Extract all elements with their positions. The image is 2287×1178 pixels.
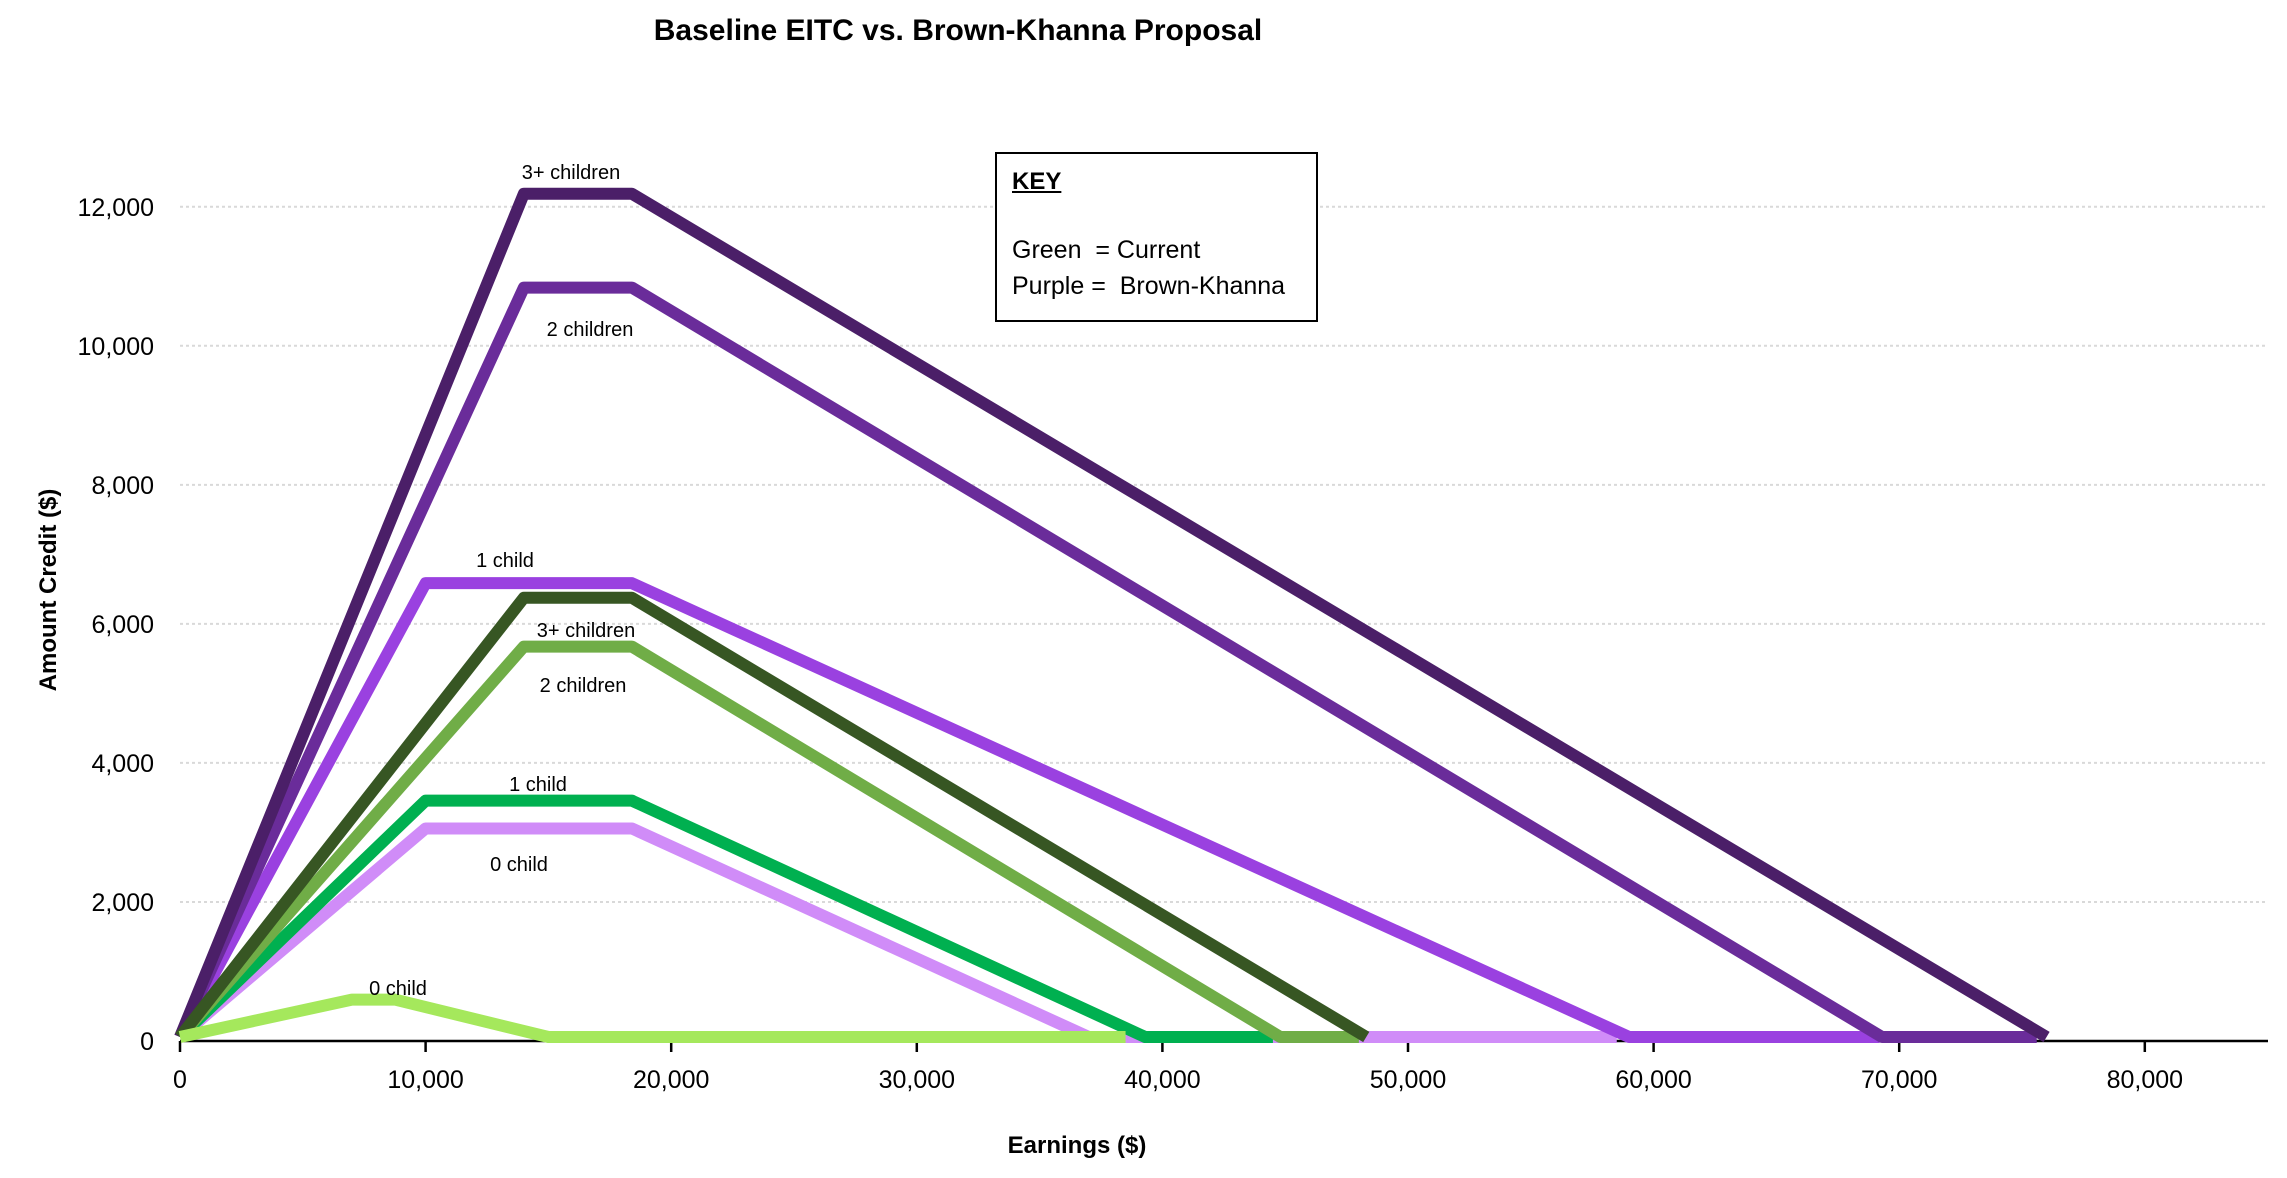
key-green-current: Green = Current: [1012, 236, 1201, 264]
chart-title: Baseline EITC vs. Brown-Khanna Proposal: [654, 14, 1262, 47]
series-labels: 3+ children 2 children 1 child 3+ children 2…: [369, 162, 635, 1000]
series-line-current-1-child: [175, 794, 1273, 1043]
series-label: 0 child: [490, 854, 548, 876]
key-legend-box: KEY Green = Current Purple = Brown-Khann…: [995, 152, 1318, 322]
y-tick-label: 0: [140, 1028, 154, 1056]
series-line-current-3-children: [175, 591, 1370, 1043]
series-label: 3+ children: [522, 162, 620, 184]
series-label: 2 children: [547, 319, 634, 341]
y-tick-label: 2,000: [91, 889, 154, 917]
y-tick-label: 6,000: [91, 611, 154, 639]
x-tick-label: 30,000: [879, 1066, 955, 1094]
series-label: 1 child: [476, 550, 534, 572]
x-tick-label: 0: [173, 1066, 187, 1094]
x-tick-label: 10,000: [387, 1066, 463, 1094]
key-purple-brown-khanna: Purple = Brown-Khanna: [1012, 272, 1286, 300]
series-label: 3+ children: [537, 620, 635, 642]
y-tick-label: 10,000: [78, 333, 154, 361]
y-axis-tick-labels: 0 2,000 4,000 6,000 8,000 10,000 12,000: [78, 194, 154, 1056]
series-line-current-0-child: [178, 993, 1126, 1043]
x-tick-label: 20,000: [633, 1066, 709, 1094]
y-axis-title: Amount Credit ($): [35, 489, 62, 692]
x-tick-label: 50,000: [1370, 1066, 1446, 1094]
x-axis: 0 10,000 20,000 30,000 40,000 50,000 60,000 70,…: [173, 1039, 2268, 1094]
series-label: 1 child: [509, 774, 567, 796]
series-label: 2 children: [540, 675, 627, 697]
series-lines: [174, 187, 2050, 1043]
x-axis-title: Earnings ($): [1008, 1132, 1147, 1159]
key-title: KEY: [1012, 168, 1062, 195]
series-line-current-2-children: [175, 640, 1359, 1043]
series-line-brown-khanna-1-child: [174, 577, 1880, 1043]
x-tick-label: 70,000: [1861, 1066, 1937, 1094]
series-line-brown-khanna-3-children: [174, 187, 2050, 1043]
y-tick-label: 12,000: [78, 194, 154, 222]
series-line-brown-khanna-2-children: [174, 281, 2037, 1043]
series-label: 0 child: [369, 978, 427, 1000]
y-tick-label: 8,000: [91, 472, 154, 500]
y-tick-label: 4,000: [91, 750, 154, 778]
x-tick-label: 80,000: [2107, 1066, 2183, 1094]
x-tick-label: 40,000: [1124, 1066, 1200, 1094]
x-tick-label: 60,000: [1615, 1066, 1691, 1094]
